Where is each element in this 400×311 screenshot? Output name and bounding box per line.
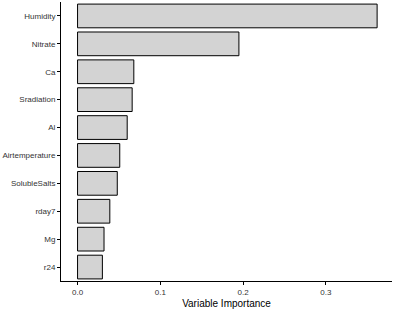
svg-text:rday7: rday7 bbox=[35, 207, 56, 216]
svg-text:r24: r24 bbox=[44, 263, 56, 272]
svg-text:Humidity: Humidity bbox=[24, 12, 55, 21]
svg-text:0.0: 0.0 bbox=[72, 288, 84, 297]
svg-text:0.3: 0.3 bbox=[320, 288, 332, 297]
svg-text:Al: Al bbox=[48, 123, 55, 132]
svg-text:Variable Importance: Variable Importance bbox=[182, 298, 271, 309]
svg-text:Sradiation: Sradiation bbox=[19, 95, 55, 104]
svg-text:Airtemperature: Airtemperature bbox=[2, 151, 55, 160]
svg-text:Ca: Ca bbox=[45, 68, 56, 77]
svg-text:Nitrate: Nitrate bbox=[32, 40, 56, 49]
svg-text:Mg: Mg bbox=[44, 235, 55, 244]
svg-text:0.1: 0.1 bbox=[155, 288, 167, 297]
svg-text:0.2: 0.2 bbox=[237, 288, 249, 297]
svg-text:SolubleSalts: SolubleSalts bbox=[11, 179, 55, 188]
